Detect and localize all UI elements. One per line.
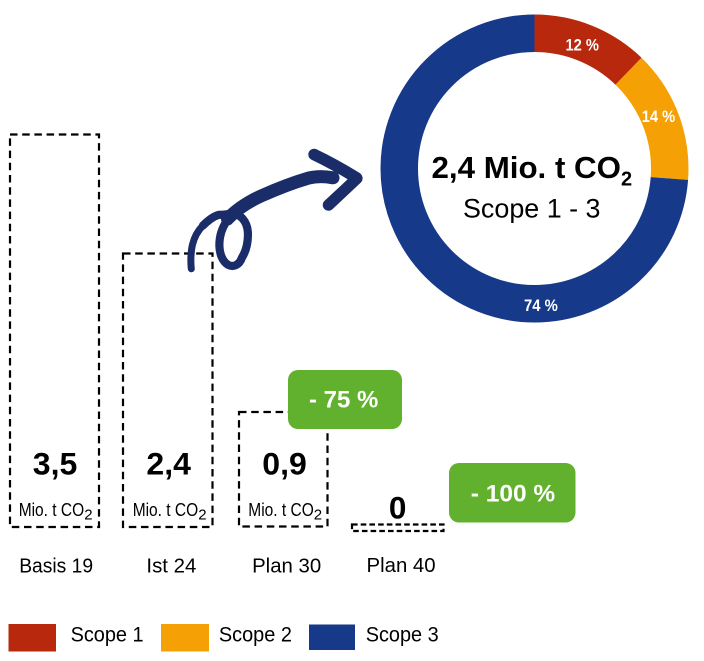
svg-text:Mio. t CO2: Mio. t CO2 (248, 499, 322, 523)
svg-text:74 %: 74 % (524, 296, 558, 315)
svg-text:Ist 24: Ist 24 (146, 554, 196, 577)
svg-text:14 %: 14 % (642, 107, 676, 126)
svg-text:Plan 40: Plan 40 (367, 554, 436, 577)
svg-text:- 75 %: - 75 % (309, 387, 379, 414)
svg-text:3,5: 3,5 (33, 446, 78, 482)
svg-text:0: 0 (389, 490, 407, 526)
svg-text:Mio. t CO2: Mio. t CO2 (133, 499, 207, 523)
svg-text:- 100 %: - 100 % (471, 481, 556, 508)
svg-text:2,4 Mio. t CO2: 2,4 Mio. t CO2 (432, 150, 633, 191)
svg-text:Basis 19: Basis 19 (19, 554, 93, 577)
svg-text:Plan 30: Plan 30 (252, 554, 321, 577)
svg-text:Scope 1: Scope 1 (71, 624, 144, 647)
svg-text:2,4: 2,4 (146, 446, 191, 482)
svg-text:Scope 1 - 3: Scope 1 - 3 (463, 192, 601, 223)
svg-text:0,9: 0,9 (262, 446, 307, 482)
svg-text:12 %: 12 % (566, 36, 600, 55)
svg-text:Scope 3: Scope 3 (366, 624, 439, 647)
svg-text:Mio. t CO2: Mio. t CO2 (19, 499, 93, 523)
svg-text:Scope 2: Scope 2 (219, 624, 292, 647)
